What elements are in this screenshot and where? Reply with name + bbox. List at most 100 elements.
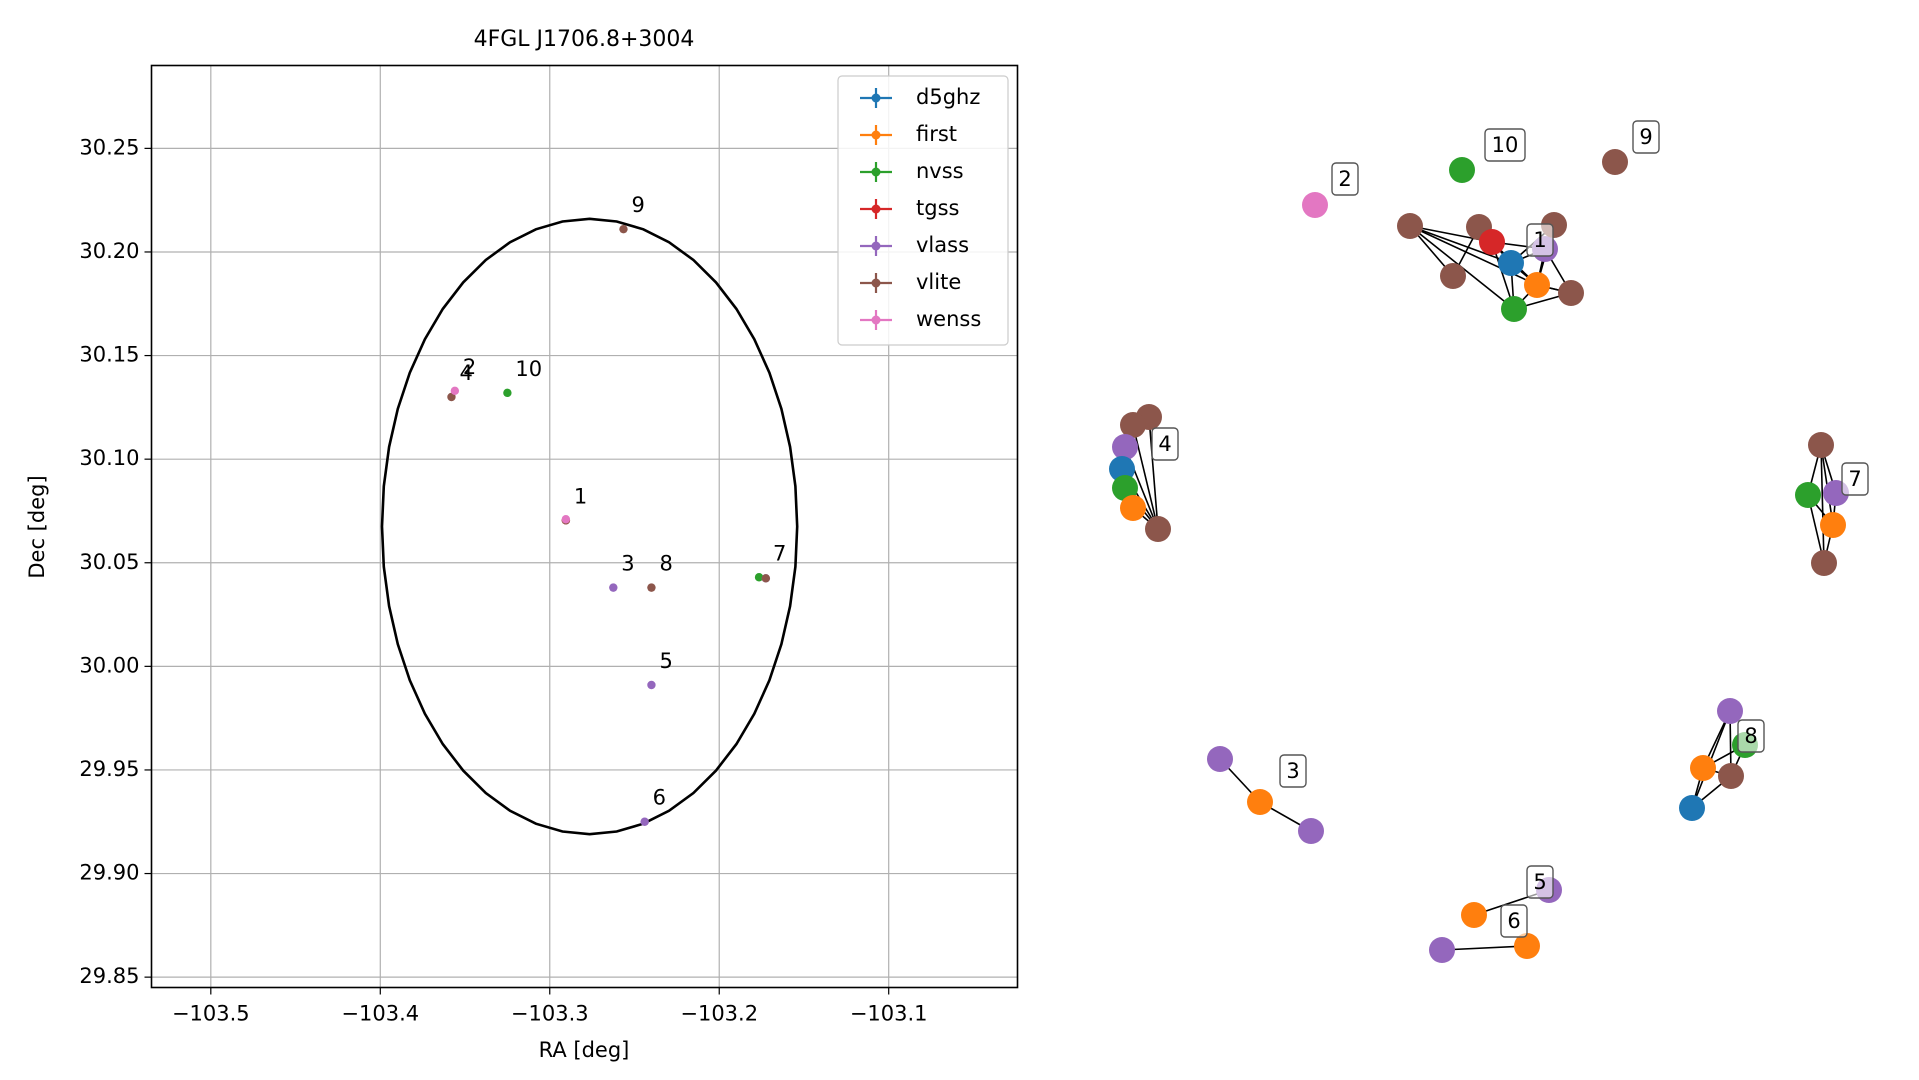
legend-marker-nvss: [871, 167, 881, 177]
legend: d5ghz first nvss tgss vlass vlite wenss: [837, 75, 1009, 346]
network-node-vlite: [1558, 280, 1584, 306]
legend-label-vlite: vlite: [916, 270, 961, 294]
network-group-label-1: 1: [1533, 228, 1546, 252]
network-edge: [1148, 416, 1159, 530]
point-label-1: 1: [574, 484, 587, 508]
point-vlite: [447, 392, 456, 402]
network-edge: [1820, 444, 1825, 564]
network-node-vlite: [1440, 263, 1466, 289]
network-node-wenss: [1302, 192, 1328, 218]
legend-label-nvss: nvss: [916, 159, 964, 183]
network-group-label-5: 5: [1533, 870, 1546, 894]
point-label-5: 5: [659, 649, 672, 673]
y-axis-ticks: 29.85 29.90 29.95 30.00 30.05 30.10 30.15 30.20…: [79, 135, 152, 988]
point-vlite: [647, 583, 656, 592]
network-edge: [1441, 945, 1528, 951]
chart-title: 4FGL J1706.8+3004: [474, 27, 695, 52]
y-tick-label: 29.90: [79, 861, 139, 885]
network-node-vlass: [1298, 818, 1324, 844]
legend-marker-vlite: [871, 278, 881, 288]
point-vlite: [761, 574, 771, 583]
point-nvss: [503, 388, 512, 398]
x-tick-label: −103.3: [511, 1002, 589, 1026]
point-label-3: 3: [621, 552, 634, 576]
point-label-8: 8: [659, 552, 672, 576]
network-node-first: [1461, 902, 1487, 928]
legend-box: [837, 75, 1009, 346]
point-vlite: [619, 224, 628, 234]
legend-label-wenss: wenss: [916, 307, 981, 331]
y-tick-label: 30.00: [79, 653, 139, 677]
point-wenss: [561, 515, 571, 524]
legend-label-vlass: vlass: [916, 233, 969, 257]
network-node-first: [1524, 272, 1550, 298]
network-group-label-9: 9: [1639, 125, 1652, 149]
network-node-vlite: [1120, 412, 1146, 438]
network-node-vlass: [1207, 746, 1233, 772]
network-node-first: [1820, 512, 1846, 538]
x-tick-label: −103.4: [341, 1002, 419, 1026]
network-node-vlass: [1717, 698, 1743, 724]
network-group-label-box: [1279, 754, 1307, 788]
legend-label-d5ghz: d5ghz: [916, 85, 980, 109]
network-group-label-box: [1632, 120, 1660, 154]
network-node-vlite: [1397, 213, 1423, 239]
network-group-label-box: [1526, 865, 1554, 899]
legend-label-first: first: [916, 122, 957, 146]
point-label-2: 2: [463, 355, 476, 379]
y-tick-label: 30.15: [79, 343, 139, 367]
plot-frame: [150, 64, 1019, 989]
y-tick-label: 30.10: [79, 446, 139, 470]
network-node-first: [1120, 495, 1146, 521]
network-edge: [1409, 225, 1538, 286]
x-axis-label: RA [deg]: [539, 1038, 630, 1062]
point-vlass: [609, 583, 618, 592]
network-node-nvss: [1112, 475, 1138, 501]
network-graph: 1 2 3 4 56 7 8 9 10: [1109, 120, 1869, 963]
network-group-label-box: [1500, 904, 1528, 938]
scatter-chart: 4FGL J1706.8+3004 1 2 3 4 5 6 7 8 9 10 −103.5 −103…: [25, 27, 1019, 1062]
y-axis-label: Dec [deg]: [25, 475, 49, 578]
x-tick-label: −103.2: [680, 1002, 758, 1026]
point-label-4: 4: [459, 361, 472, 385]
network-group-label-8: 8: [1744, 724, 1757, 748]
y-tick-label: 30.05: [79, 550, 139, 574]
network-node-vlite: [1602, 149, 1628, 175]
network-group-label-box: [1331, 162, 1359, 196]
x-tick-label: −103.1: [850, 1002, 928, 1026]
point-label-6: 6: [653, 786, 666, 810]
legend-marker-vlass: [871, 241, 881, 251]
y-tick-label: 30.25: [79, 135, 139, 159]
legend-label-tgss: tgss: [916, 196, 959, 220]
point-vlass: [640, 817, 649, 826]
network-group-label-box: [1526, 223, 1554, 257]
point-wenss: [450, 386, 460, 395]
error-ellipse: [380, 217, 799, 836]
network-node-vlass: [1429, 937, 1455, 963]
network-edge: [1409, 225, 1512, 264]
network-group-label-box: [1737, 719, 1765, 753]
y-tick-label: 29.95: [79, 757, 139, 781]
network-group-label-6: 6: [1507, 909, 1520, 933]
data-points: [447, 224, 771, 826]
network-node-vlite: [1718, 763, 1744, 789]
point-nvss: [754, 573, 764, 582]
network-edge: [1132, 424, 1159, 530]
point-labels: 1 2 3 4 5 6 7 8 9 10: [459, 193, 786, 810]
network-node-tgss: [1479, 229, 1505, 255]
point-label-7: 7: [773, 541, 786, 565]
point-vlass: [647, 680, 656, 690]
network-group-label-box: [1151, 427, 1179, 461]
network-node-d5ghz: [1679, 795, 1705, 821]
y-tick-label: 30.20: [79, 239, 139, 263]
y-tick-label: 29.85: [79, 964, 139, 988]
point-label-10: 10: [515, 357, 542, 381]
error-ellipse-path: [380, 217, 799, 836]
legend-marker-tgss: [871, 204, 881, 214]
network-node-vlite: [1808, 432, 1834, 458]
network-node-nvss: [1501, 296, 1527, 322]
x-tick-label: −103.5: [172, 1002, 250, 1026]
network-node-first: [1514, 933, 1540, 959]
point-label-9: 9: [631, 193, 644, 217]
